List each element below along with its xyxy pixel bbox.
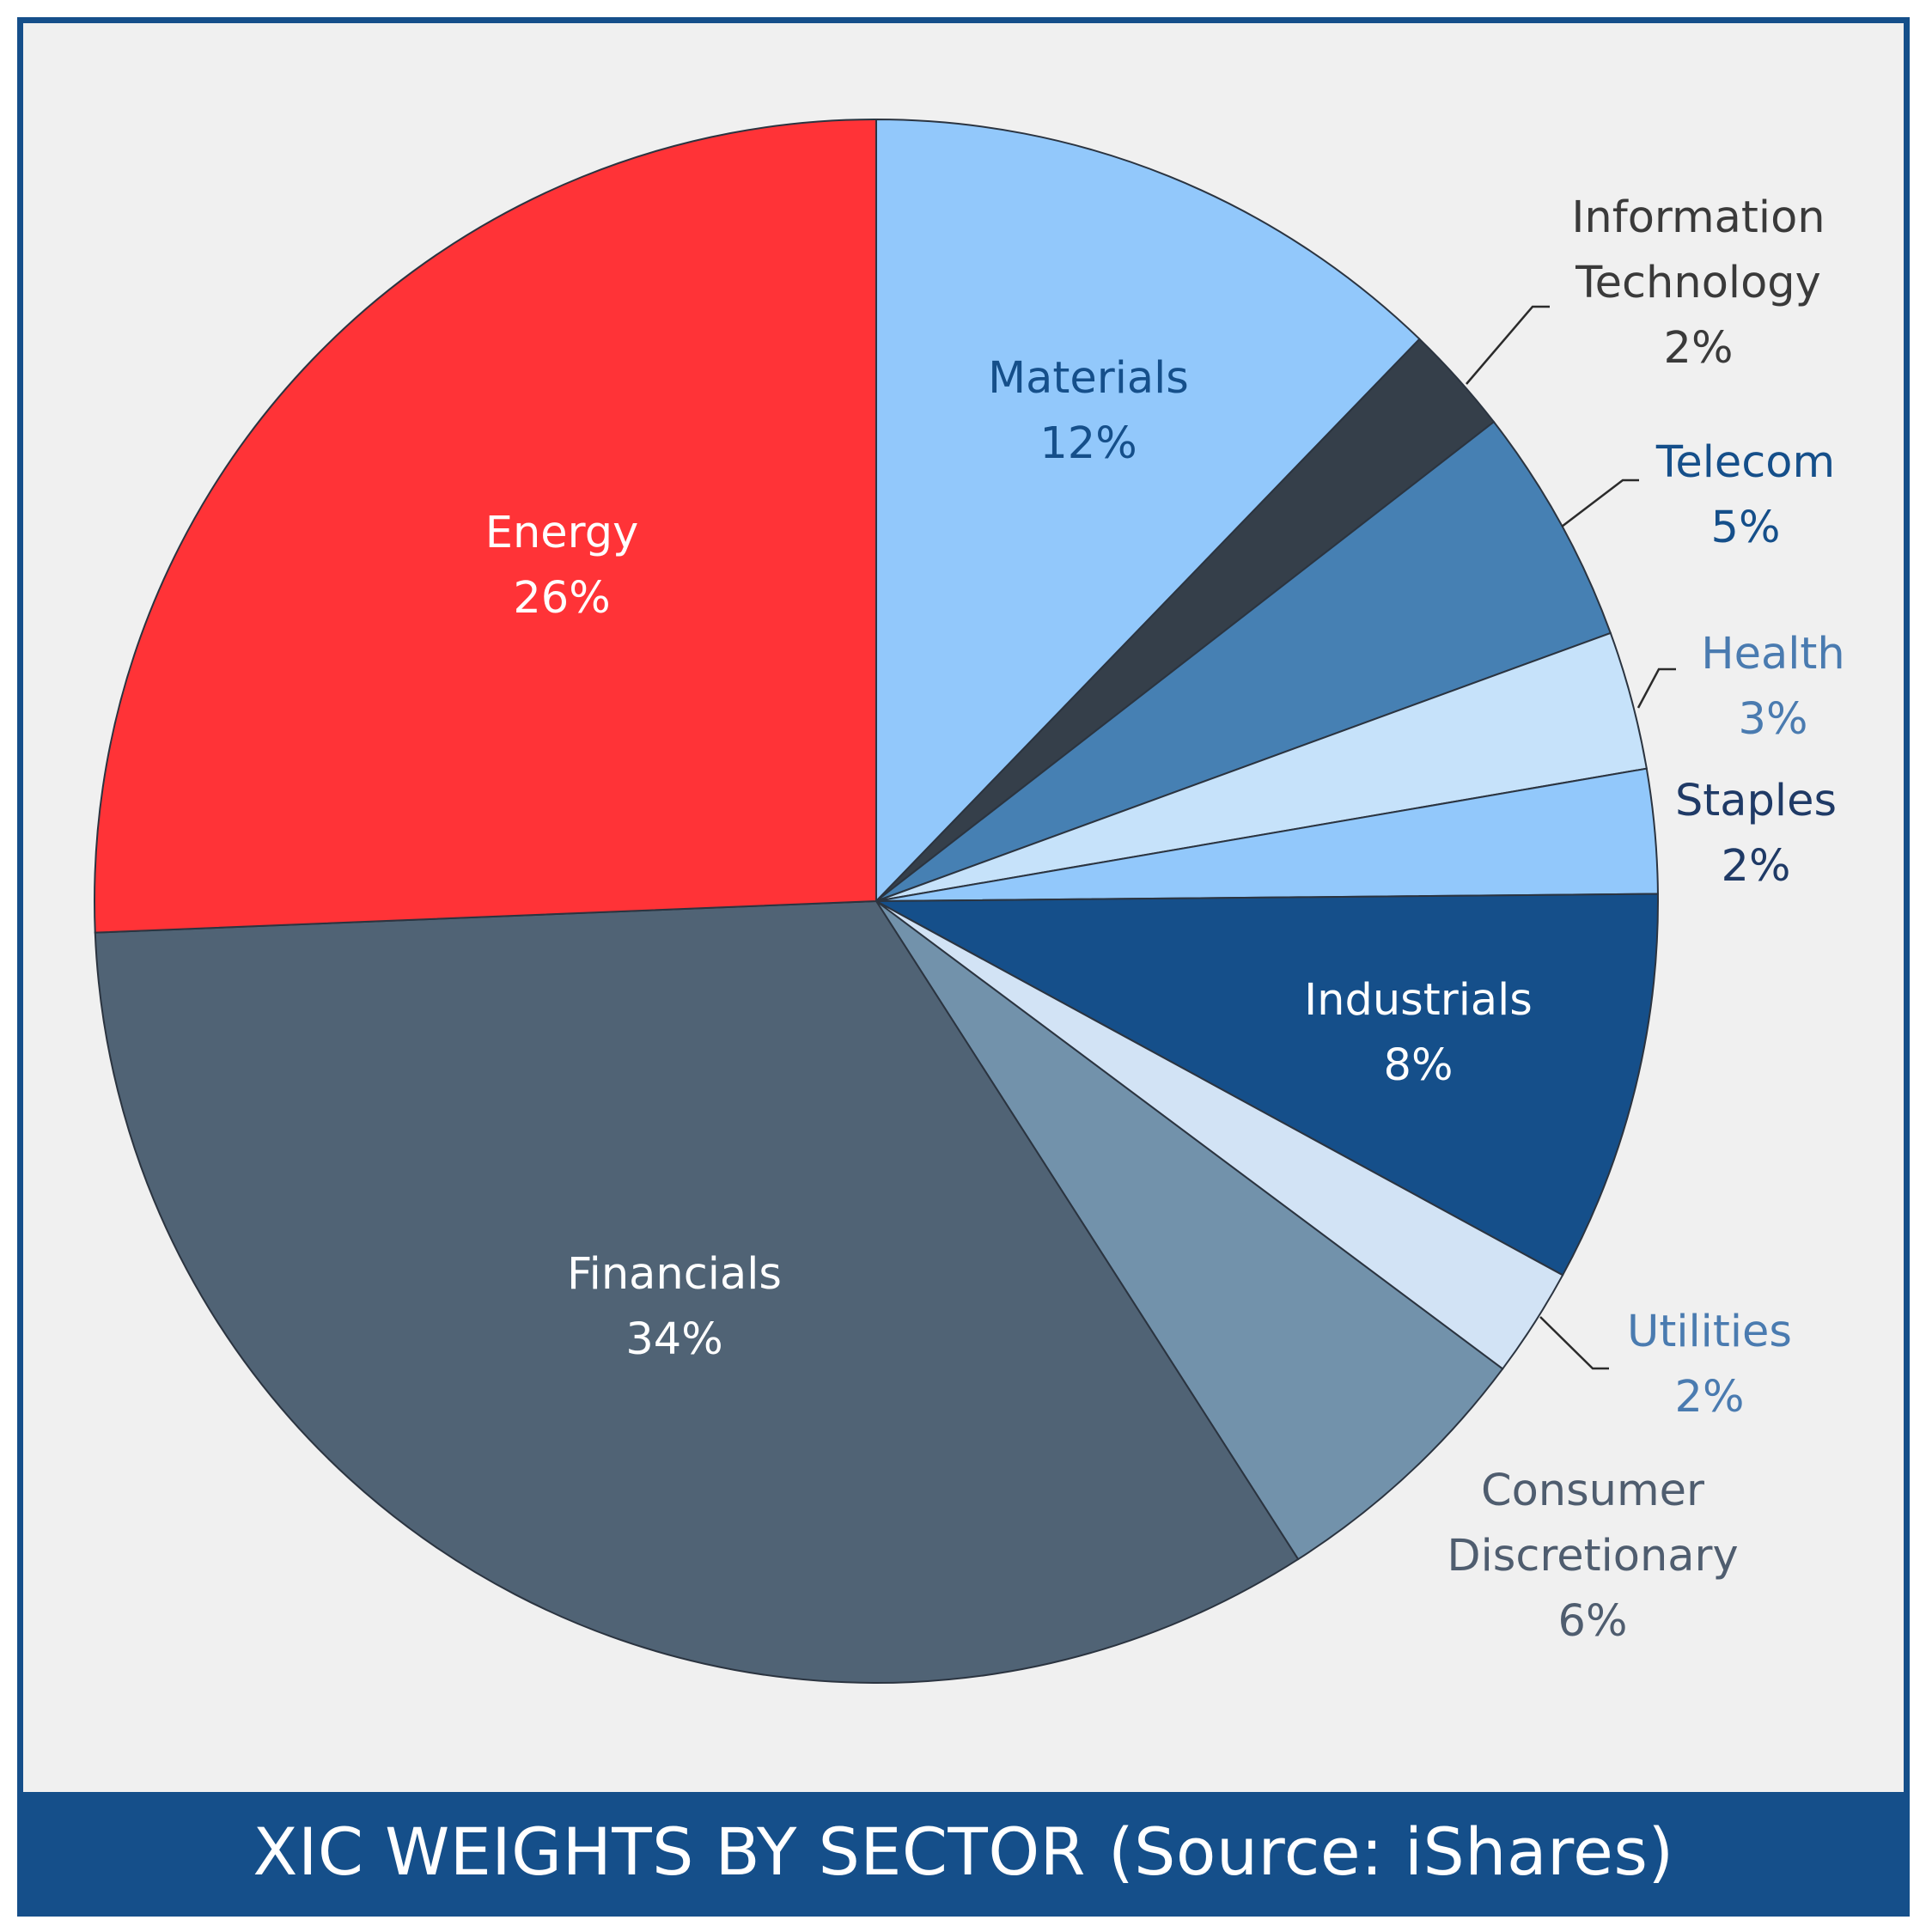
- slice-label-industrials: Industrials 8%: [1304, 975, 1533, 1091]
- chart-title: XIC WEIGHTS BY SECTOR: [253, 1813, 1086, 1890]
- slice-label-energy: Energy 26%: [485, 508, 639, 624]
- pie-slice-materials: [875, 118, 1421, 904]
- slice-label-telecom: Telecom 5%: [1655, 437, 1835, 553]
- pie-slice-telecom: [875, 420, 1612, 902]
- pie-slice-consumer-discretionary: [875, 900, 1504, 1561]
- leader-line-telecom: [1561, 478, 1639, 527]
- slice-label-utilities: Utilities 2%: [1627, 1307, 1792, 1423]
- slice-label-consumer-discretionary: Consumer Discretionary 6%: [1447, 1466, 1738, 1647]
- leader-line-utilities: [1539, 1316, 1609, 1370]
- slice-label-information-technology: Information Technology 2%: [1571, 192, 1825, 374]
- slice-label-materials: Materials 12%: [988, 353, 1189, 469]
- pie-chart: Materials 12% Information Technology 2% Telec…: [94, 118, 1845, 1684]
- pie-slice-industrials: [873, 893, 1659, 1277]
- slice-label-health: Health 3%: [1701, 629, 1844, 745]
- chart-title-bar: XIC WEIGHTS BY SECTOR (Source: iShares): [23, 1792, 1904, 1911]
- pie-slice-financials: [94, 899, 1300, 1684]
- slice-label-financials: Financials 34%: [567, 1249, 782, 1365]
- slice-label-staples: Staples 2%: [1675, 776, 1837, 892]
- chart-subtitle: (Source: iShares): [1107, 1813, 1674, 1890]
- chart-frame: Materials 12% Information Technology 2% Telec…: [17, 17, 1910, 1917]
- pie-slice-energy: [94, 118, 877, 934]
- leader-line-health: [1636, 667, 1676, 709]
- leader-line-information-technology: [1466, 305, 1550, 385]
